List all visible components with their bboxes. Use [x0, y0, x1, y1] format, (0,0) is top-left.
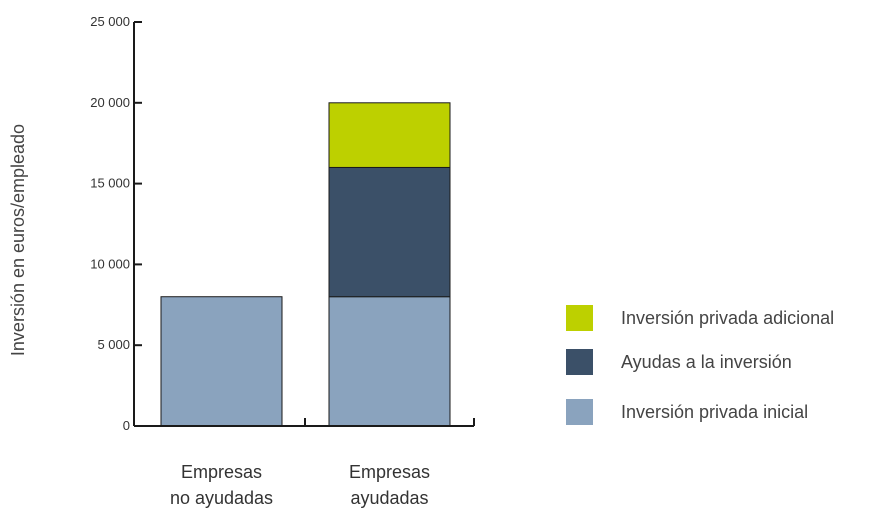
legend-swatch: [566, 399, 593, 425]
legend-label: Inversión privada inicial: [621, 402, 808, 422]
y-tick-label: 10 000: [90, 256, 130, 271]
bar-2-segment-1: [328, 296, 451, 427]
y-tick-label: 20 000: [90, 95, 130, 110]
y-tick-label: 15 000: [90, 176, 130, 191]
legend-swatch: [566, 349, 593, 375]
legend: Inversión privada adicional Ayudas a la i…: [566, 305, 834, 425]
legend-label: Ayudas a la inversión: [621, 352, 792, 372]
y-tick-label: 5 000: [97, 337, 130, 352]
y-tick-label: 25 000: [90, 14, 130, 29]
axes-group: [133, 22, 475, 427]
bar-2-segment-2: [328, 166, 451, 298]
bars-group: [160, 102, 451, 427]
category-label-2-line-1: Empresas: [349, 462, 430, 482]
category-label-2-line-2: ayudadas: [350, 488, 428, 508]
category-label-1-line-1: Empresas: [181, 462, 262, 482]
y-ticks-group: 0 5 000 10 000 15 000 20 000 25 000: [90, 14, 142, 433]
legend-swatch: [566, 305, 593, 331]
legend-label: Inversión privada adicional: [621, 308, 834, 328]
y-tick-label: 0: [123, 418, 130, 433]
category-label-1-line-2: no ayudadas: [170, 488, 273, 508]
bar-2-segment-3: [328, 102, 451, 168]
y-axis-title: Inversión en euros/empleado: [8, 124, 28, 356]
category-labels-group: Empresas no ayudadas Empresas ayudadas: [170, 462, 430, 508]
bar-1-segment-1: [160, 296, 283, 427]
